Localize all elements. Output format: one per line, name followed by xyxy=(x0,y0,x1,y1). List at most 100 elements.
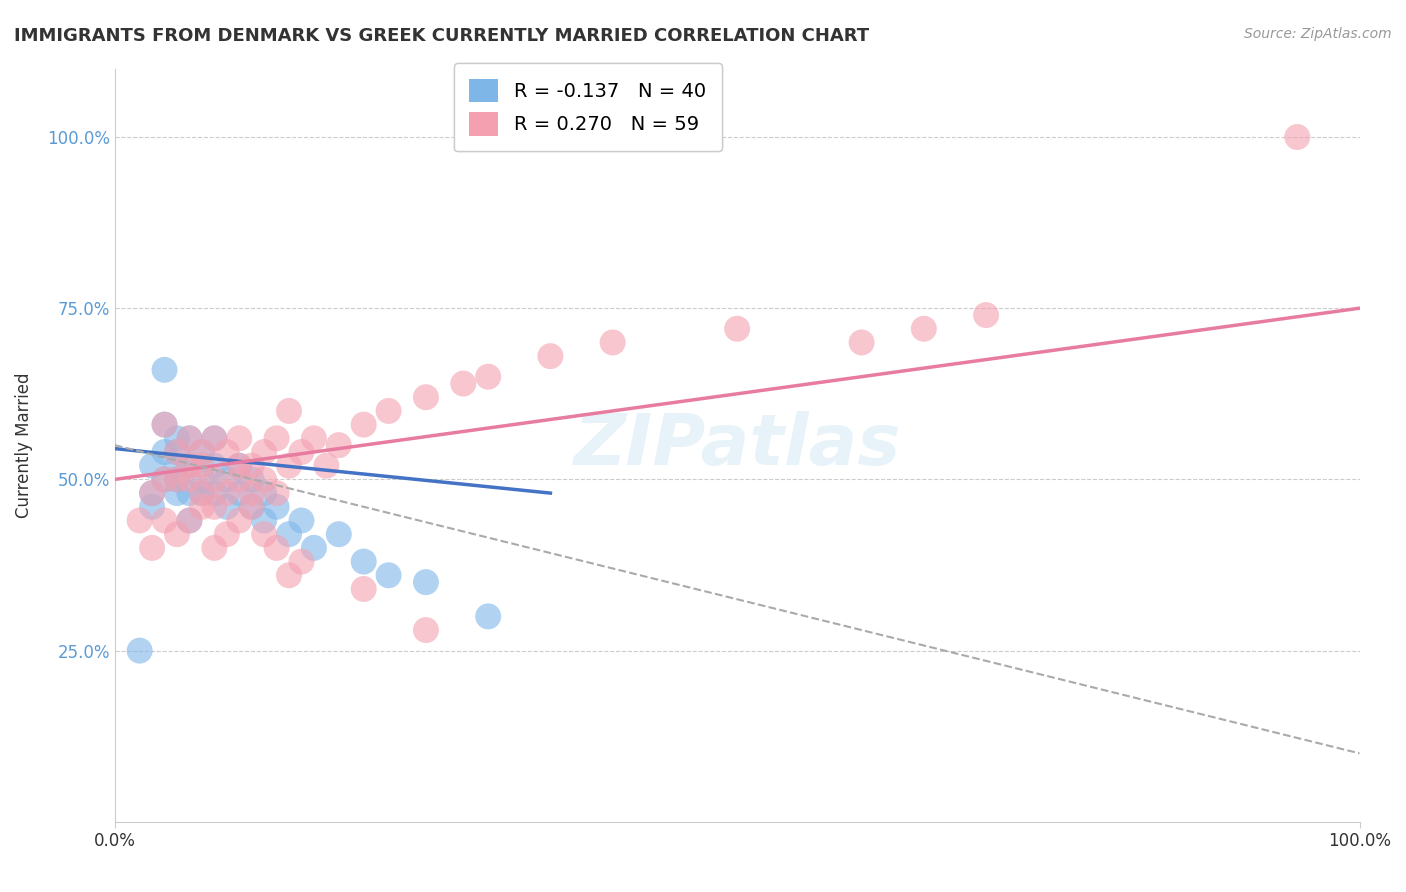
Point xyxy=(179,514,201,528)
Point xyxy=(228,431,250,445)
Point xyxy=(415,623,437,637)
Point xyxy=(153,363,176,377)
Point xyxy=(278,568,301,582)
Point xyxy=(602,335,624,350)
Point xyxy=(153,514,176,528)
Point xyxy=(240,472,263,486)
Point xyxy=(153,472,176,486)
Point xyxy=(153,445,176,459)
Point xyxy=(278,458,301,473)
Point xyxy=(191,445,214,459)
Point xyxy=(538,349,561,363)
Point xyxy=(266,431,288,445)
Point xyxy=(166,486,188,500)
Point xyxy=(179,458,201,473)
Point xyxy=(179,486,201,500)
Point xyxy=(202,541,225,555)
Point xyxy=(141,541,163,555)
Point xyxy=(253,514,276,528)
Point xyxy=(202,458,225,473)
Point xyxy=(290,445,312,459)
Point xyxy=(202,472,225,486)
Point xyxy=(215,445,238,459)
Point xyxy=(353,555,375,569)
Point xyxy=(166,445,188,459)
Point xyxy=(912,322,935,336)
Point xyxy=(215,486,238,500)
Point xyxy=(166,472,188,486)
Point xyxy=(191,458,214,473)
Point xyxy=(253,445,276,459)
Point xyxy=(377,568,399,582)
Point xyxy=(302,431,325,445)
Point xyxy=(166,431,188,445)
Point xyxy=(228,486,250,500)
Point xyxy=(240,486,263,500)
Point xyxy=(228,514,250,528)
Point xyxy=(166,445,188,459)
Point xyxy=(141,500,163,514)
Point xyxy=(179,458,201,473)
Point xyxy=(253,486,276,500)
Point xyxy=(477,369,499,384)
Point xyxy=(128,514,150,528)
Point xyxy=(253,527,276,541)
Point xyxy=(266,541,288,555)
Text: Source: ZipAtlas.com: Source: ZipAtlas.com xyxy=(1244,27,1392,41)
Point xyxy=(166,472,188,486)
Point xyxy=(228,458,250,473)
Point xyxy=(290,514,312,528)
Point xyxy=(215,527,238,541)
Point xyxy=(141,486,163,500)
Point xyxy=(278,404,301,418)
Point xyxy=(228,472,250,486)
Point xyxy=(725,322,748,336)
Point xyxy=(179,431,201,445)
Point xyxy=(191,500,214,514)
Point xyxy=(240,458,263,473)
Point xyxy=(240,500,263,514)
Point xyxy=(278,527,301,541)
Point xyxy=(166,458,188,473)
Point xyxy=(179,472,201,486)
Point xyxy=(191,445,214,459)
Point xyxy=(191,486,214,500)
Point xyxy=(215,472,238,486)
Point xyxy=(128,643,150,657)
Point xyxy=(215,500,238,514)
Point xyxy=(353,582,375,596)
Point xyxy=(266,500,288,514)
Point xyxy=(415,575,437,590)
Point xyxy=(202,500,225,514)
Point xyxy=(415,390,437,404)
Point xyxy=(191,486,214,500)
Text: IMMIGRANTS FROM DENMARK VS GREEK CURRENTLY MARRIED CORRELATION CHART: IMMIGRANTS FROM DENMARK VS GREEK CURRENT… xyxy=(14,27,869,45)
Point xyxy=(153,417,176,432)
Point xyxy=(202,431,225,445)
Text: ZIPatlas: ZIPatlas xyxy=(574,410,901,480)
Point xyxy=(153,417,176,432)
Point xyxy=(202,431,225,445)
Point xyxy=(974,308,997,322)
Point xyxy=(328,527,350,541)
Point xyxy=(179,514,201,528)
Point xyxy=(202,486,225,500)
Y-axis label: Currently Married: Currently Married xyxy=(15,373,32,518)
Point xyxy=(315,458,337,473)
Point xyxy=(141,486,163,500)
Point xyxy=(1286,130,1309,145)
Point xyxy=(166,527,188,541)
Legend: R = -0.137   N = 40, R = 0.270   N = 59: R = -0.137 N = 40, R = 0.270 N = 59 xyxy=(454,63,721,152)
Point xyxy=(851,335,873,350)
Point xyxy=(228,458,250,473)
Point xyxy=(353,417,375,432)
Point xyxy=(253,472,276,486)
Point xyxy=(477,609,499,624)
Point xyxy=(302,541,325,555)
Point xyxy=(453,376,475,391)
Point xyxy=(290,555,312,569)
Point xyxy=(179,431,201,445)
Point xyxy=(191,472,214,486)
Point xyxy=(328,438,350,452)
Point xyxy=(377,404,399,418)
